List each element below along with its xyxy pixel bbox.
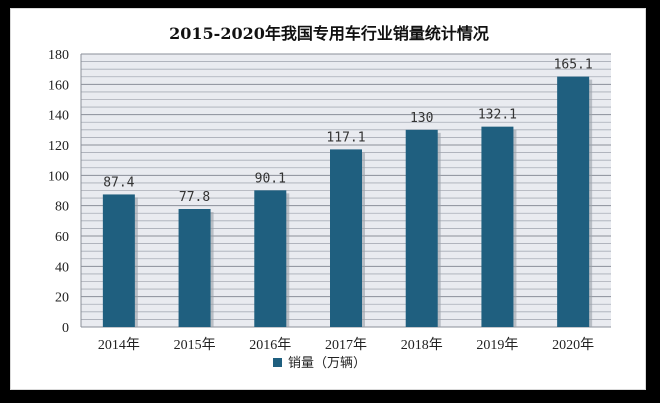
bar-data-label: 165.1 <box>554 58 593 73</box>
x-axis-ticks: 2014年 2015年 2016年 2017年 2018年 2019年 2020年 <box>98 337 594 353</box>
x-tick-label: 2016年 <box>249 337 291 353</box>
bar-data-label: 132.1 <box>478 108 517 123</box>
bar <box>178 209 211 327</box>
chart-title: 2015-2020年我国专用车行业销量统计情况 <box>169 24 489 43</box>
x-tick-label: 2019年 <box>476 337 518 353</box>
y-tick-label: 80 <box>55 200 69 215</box>
y-tick-label: 160 <box>48 78 69 93</box>
x-tick-label: 2018年 <box>401 337 443 353</box>
bar <box>481 126 514 327</box>
y-tick-label: 60 <box>55 230 69 245</box>
y-tick-label: 140 <box>48 109 69 124</box>
bar-data-label: 87.4 <box>103 175 134 190</box>
y-axis-ticks: 0 20 40 60 80 100 120 140 160 180 <box>48 48 69 336</box>
y-tick-label: 40 <box>55 260 69 275</box>
x-tick-label: 2020年 <box>552 337 594 353</box>
bar-data-label: 77.8 <box>179 190 210 205</box>
legend: 销量（万辆） <box>273 356 366 371</box>
x-tick-label: 2015年 <box>174 337 216 353</box>
y-tick-label: 100 <box>48 169 69 184</box>
bars: 87.4 77.8 90.1 117.1 130 132.1 165.1 <box>102 58 593 328</box>
bar-chart: 2015-2020年我国专用车行业销量统计情况 0 20 40 60 80 100 120 1… <box>48 24 611 371</box>
x-tick-label: 2014年 <box>98 337 140 353</box>
x-tick-label: 2017年 <box>325 337 367 353</box>
bar-data-label: 90.1 <box>255 171 286 186</box>
legend-swatch <box>273 358 282 367</box>
bar <box>557 76 590 328</box>
bar <box>254 190 287 327</box>
bar-data-label: 117.1 <box>326 130 365 145</box>
y-tick-label: 180 <box>48 48 69 63</box>
bar-data-label: 130 <box>410 111 433 126</box>
y-tick-label: 120 <box>48 139 69 154</box>
bar <box>405 129 438 327</box>
bar <box>330 149 362 327</box>
chart-frame: 2015-2020年我国专用车行业销量统计情况 0 20 40 60 80 100 120 1… <box>10 8 646 390</box>
y-tick-label: 0 <box>62 321 69 336</box>
legend-label: 销量（万辆） <box>288 356 366 371</box>
bar <box>102 194 135 327</box>
y-tick-label: 20 <box>55 291 69 306</box>
